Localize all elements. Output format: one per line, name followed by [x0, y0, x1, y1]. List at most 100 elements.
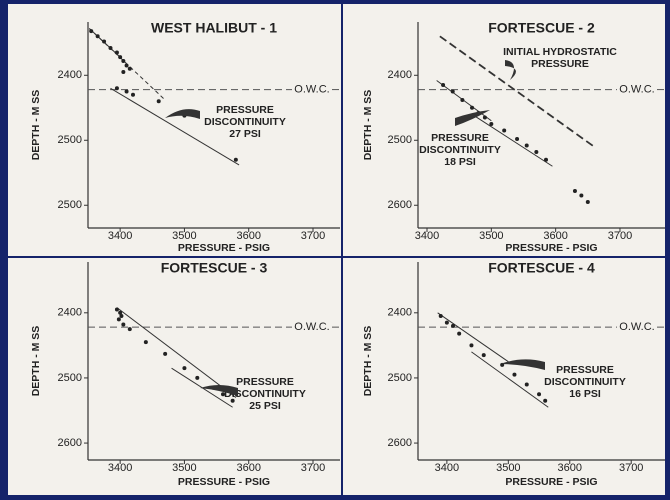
fit-line	[116, 307, 237, 398]
annotation: PRESSURE	[216, 104, 274, 116]
data-point	[460, 97, 465, 102]
data-point	[502, 128, 507, 133]
x-axis-label: PRESSURE - PSIG	[178, 242, 270, 254]
data-point	[89, 29, 94, 34]
y-tick-label: 2400	[388, 307, 412, 319]
annotation: DISCONTINUITY	[544, 376, 626, 388]
x-tick-label: 3500	[496, 462, 520, 474]
x-tick-label: 3600	[543, 230, 567, 242]
annotation: DISCONTINUITY	[224, 388, 306, 400]
data-point	[131, 92, 135, 97]
pointer	[505, 60, 516, 80]
x-axis-label: PRESSURE - PSIG	[505, 476, 597, 488]
x-tick-label: 3400	[108, 462, 132, 474]
data-point	[114, 86, 119, 91]
data-point	[438, 314, 443, 319]
data-point	[524, 382, 529, 387]
data-point	[469, 343, 474, 348]
data-point	[127, 327, 132, 332]
data-point	[124, 89, 129, 94]
data-point	[102, 39, 107, 44]
y-axis-label: DEPTH - M SS	[30, 326, 42, 397]
y-tick-label: 2500	[58, 199, 82, 211]
data-point	[544, 157, 549, 162]
data-point	[481, 353, 486, 358]
data-point	[127, 66, 132, 71]
owc-label: O.W.C.	[619, 83, 654, 95]
y-axis-label: DEPTH - M SS	[362, 326, 374, 397]
data-point	[524, 143, 529, 148]
data-point	[233, 157, 238, 162]
chart-title: FORTESCUE - 3	[161, 260, 268, 276]
data-point	[195, 375, 200, 380]
annotation: 27 PSI	[229, 128, 261, 140]
y-tick-label: 2400	[388, 69, 412, 81]
fit-line	[110, 87, 240, 166]
data-point	[482, 115, 487, 120]
y-tick-label: 2600	[58, 437, 82, 449]
annotation: PRESSURE	[431, 132, 489, 144]
annotation: DISCONTINUITY	[419, 144, 501, 156]
data-point	[156, 99, 161, 104]
x-axis-label: PRESSURE - PSIG	[178, 476, 270, 488]
x-tick-label: 3700	[301, 462, 325, 474]
x-tick-label: 3500	[479, 230, 503, 242]
data-point	[457, 331, 462, 336]
x-tick-label: 3600	[236, 462, 260, 474]
x-tick-label: 3500	[172, 230, 196, 242]
pointer	[500, 359, 545, 370]
data-point	[124, 63, 129, 68]
data-point	[119, 314, 124, 319]
x-tick-label: 3700	[608, 230, 632, 242]
data-point	[221, 392, 225, 397]
panel-bg	[8, 4, 341, 256]
y-tick-label: 2400	[58, 69, 82, 81]
data-point	[121, 322, 126, 327]
data-point	[451, 323, 456, 328]
y-tick-label: 2600	[388, 437, 412, 449]
y-tick-label: 2600	[388, 199, 412, 211]
y-axis-label: DEPTH - M SS	[362, 90, 374, 161]
annotation: INITIAL HYDROSTATIC	[503, 46, 617, 58]
owc-label: O.W.C.	[294, 83, 329, 95]
annotation: PRESSURE	[556, 364, 614, 376]
data-point	[118, 55, 123, 60]
x-tick-label: 3600	[236, 230, 260, 242]
annotation: DISCONTINUITY	[204, 116, 286, 128]
data-point	[470, 105, 475, 110]
y-tick-label: 2500	[58, 372, 82, 384]
data-point	[121, 58, 126, 63]
data-point	[579, 193, 584, 198]
pointer	[455, 110, 490, 126]
pointer	[200, 385, 238, 396]
data-point	[95, 34, 100, 39]
data-point	[537, 392, 542, 397]
data-point	[114, 307, 119, 312]
y-tick-label: 2500	[58, 134, 82, 146]
data-point	[143, 340, 148, 345]
y-tick-label: 2500	[388, 134, 412, 146]
x-tick-label: 3400	[415, 230, 439, 242]
data-point	[121, 70, 126, 75]
data-point	[534, 149, 539, 154]
annotation: PRESSURE	[531, 58, 589, 70]
fit-line	[437, 312, 509, 363]
data-point	[230, 398, 235, 403]
data-point	[108, 45, 113, 50]
data-point	[543, 398, 548, 403]
annotation: PRESSURE	[236, 376, 294, 388]
fit-line	[471, 113, 553, 167]
fit-line	[439, 35, 595, 148]
panel-bg	[8, 258, 341, 495]
x-tick-label: 3700	[301, 230, 325, 242]
pointer	[165, 109, 200, 119]
fit-line	[471, 351, 549, 408]
chart-title: WEST HALIBUT - 1	[151, 20, 277, 36]
data-point	[489, 122, 494, 127]
data-point	[116, 317, 121, 322]
data-point	[441, 83, 446, 88]
x-tick-label: 3500	[172, 462, 196, 474]
chart-title: FORTESCUE - 2	[488, 20, 595, 36]
data-point	[450, 89, 455, 94]
